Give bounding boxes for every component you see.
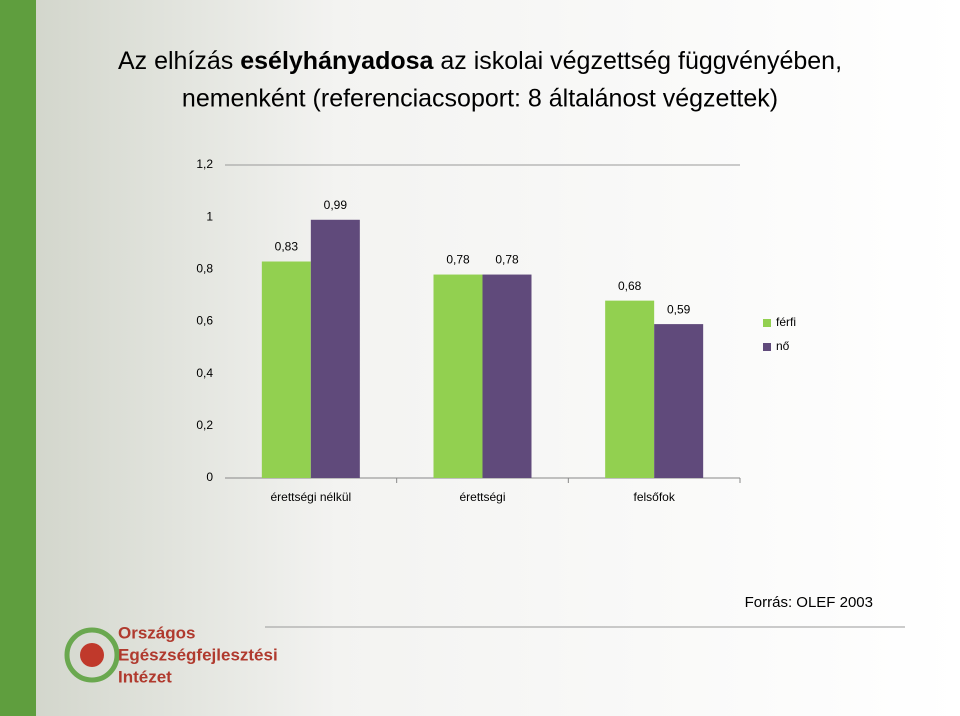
bar bbox=[605, 300, 655, 478]
logo-text: Országos bbox=[118, 623, 195, 642]
y-tick-label: 0 bbox=[206, 470, 213, 484]
logo-ring bbox=[64, 627, 120, 683]
bar bbox=[433, 274, 483, 478]
data-label: 0,78 bbox=[495, 253, 519, 267]
bar bbox=[261, 261, 311, 478]
x-tick-label: felsőfok bbox=[633, 490, 675, 504]
logo-text: Intézet bbox=[118, 667, 172, 686]
x-tick-label: érettségi bbox=[459, 490, 505, 504]
y-tick-label: 0,8 bbox=[196, 262, 213, 276]
source: Forrás: OLEF 2003 bbox=[745, 594, 873, 611]
side-stripe bbox=[0, 0, 36, 716]
legend-swatch bbox=[763, 319, 771, 327]
chart-title: nemenként (referenciacsoport: 8 általáno… bbox=[182, 85, 778, 113]
chart-title: Az elhízás esélyhányadosa az iskolai vég… bbox=[118, 47, 842, 75]
data-label: 0,83 bbox=[275, 240, 299, 254]
legend-label: nő bbox=[776, 339, 790, 353]
logo: Országos Egészségfejlesztési Intézet bbox=[64, 623, 278, 686]
legend-label: férfi bbox=[776, 315, 796, 329]
bar bbox=[310, 219, 360, 478]
bar bbox=[482, 274, 532, 478]
bar bbox=[654, 324, 704, 478]
y-tick-label: 1 bbox=[206, 209, 213, 223]
y-tick-label: 0,6 bbox=[196, 314, 213, 328]
x-tick-label: érettségi nélkül bbox=[270, 490, 351, 504]
data-label: 0,78 bbox=[446, 253, 470, 267]
logo-text: Egészségfejlesztési bbox=[118, 645, 278, 664]
data-label: 0,59 bbox=[667, 302, 691, 316]
data-label: 0,99 bbox=[324, 198, 348, 212]
y-tick-label: 0,2 bbox=[196, 418, 213, 432]
y-tick-label: 1,2 bbox=[196, 157, 213, 171]
data-label: 0,68 bbox=[618, 279, 642, 293]
y-tick-label: 0,4 bbox=[196, 366, 213, 380]
legend-swatch bbox=[763, 343, 771, 351]
logo-mark bbox=[80, 643, 104, 667]
